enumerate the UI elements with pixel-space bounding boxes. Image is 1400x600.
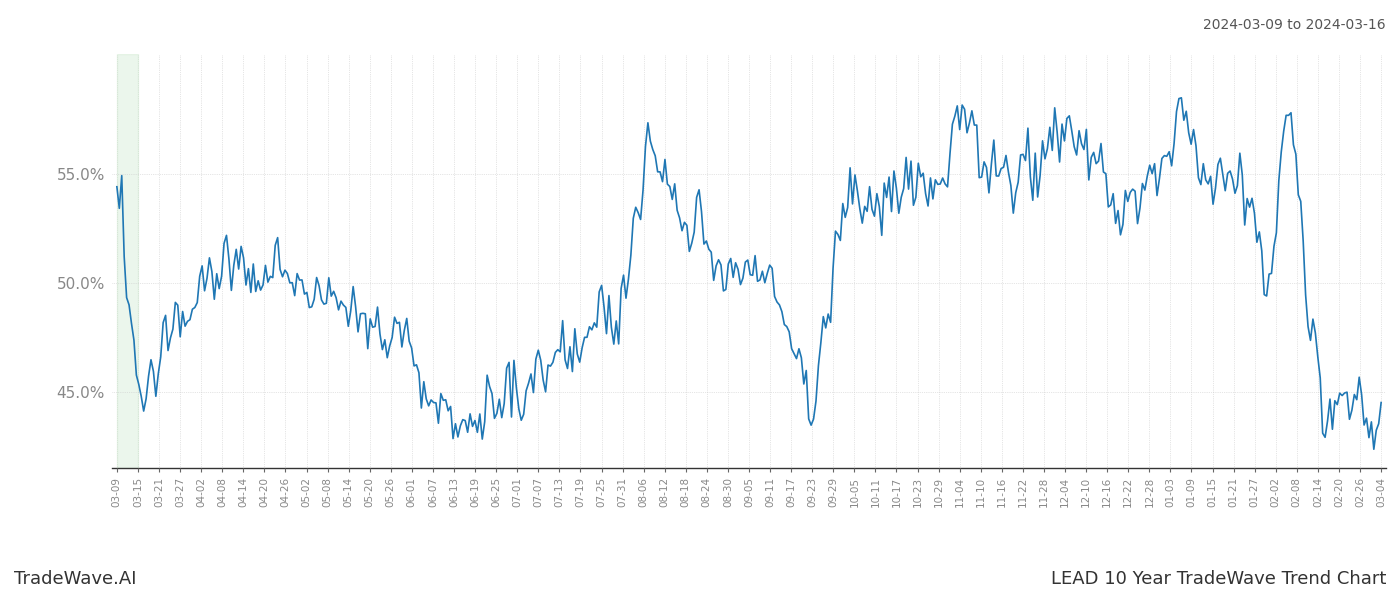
Bar [116,54,139,468]
Text: TradeWave.AI: TradeWave.AI [14,570,137,588]
Text: 2024-03-09 to 2024-03-16: 2024-03-09 to 2024-03-16 [1204,18,1386,32]
Text: LEAD 10 Year TradeWave Trend Chart: LEAD 10 Year TradeWave Trend Chart [1050,570,1386,588]
